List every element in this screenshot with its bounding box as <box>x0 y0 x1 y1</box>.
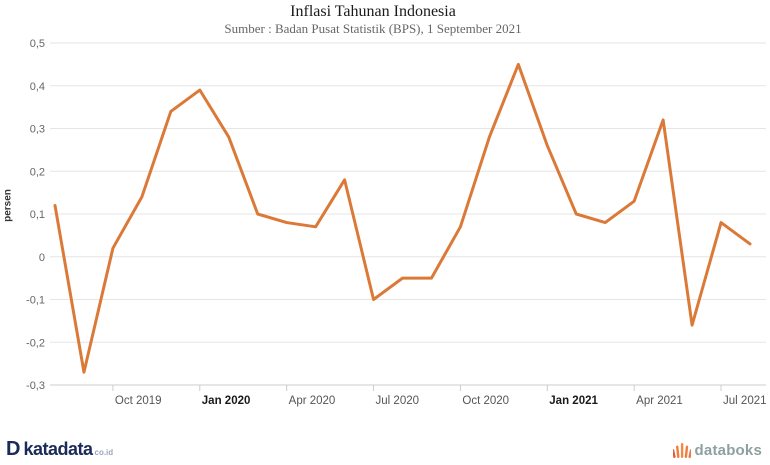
y-tick-label: 0,2 <box>30 166 45 178</box>
x-tick-label: Jan 2021 <box>549 395 598 407</box>
y-tick-label: 0,1 <box>30 209 45 221</box>
y-tick-label: -0,3 <box>26 380 45 392</box>
databoks-logo: databoks <box>672 442 762 459</box>
y-tick-label: 0 <box>39 252 45 264</box>
x-tick-label: Jul 2021 <box>723 395 766 407</box>
katadata-logo-text: katadata <box>23 439 93 459</box>
y-tick-label: 0,4 <box>30 81 45 93</box>
x-tick-label: Oct 2019 <box>115 395 162 407</box>
katadata-d-icon: D <box>6 438 21 460</box>
x-tick-label: Apr 2020 <box>289 395 336 407</box>
inflation-line-series <box>53 62 752 374</box>
x-tick-label: Jul 2020 <box>376 395 419 407</box>
y-tick-label: -0,2 <box>26 337 45 349</box>
chart-title: Inflasi Tahunan Indonesia <box>290 3 456 20</box>
katadata-logo: D katadata co.id <box>6 439 113 460</box>
y-tick-label: 0,3 <box>30 124 45 136</box>
chart-header: Inflasi Tahunan Indonesia Sumber : Badan… <box>0 3 746 36</box>
katadata-logo-suffix: co.id <box>94 448 114 457</box>
x-tick-label: Jan 2020 <box>202 395 251 407</box>
y-tick-label: -0,1 <box>26 295 45 307</box>
footer: D katadata co.id databoks <box>0 433 770 465</box>
databoks-logo-text: databoks <box>694 442 762 459</box>
chart-plot-area: 0,5 0,4 0,3 0,2 0,1 0 -0,1 -0,2 -0,3 Oct 2019 Jan … <box>26 38 766 407</box>
chart-subtitle: Sumber : Badan Pusat Statistik (BPS), 1 … <box>224 21 522 36</box>
x-tick-label: Apr 2021 <box>636 395 683 407</box>
x-tick-label: Oct 2020 <box>462 395 509 407</box>
databoks-bars-icon <box>672 443 691 458</box>
y-tick-label: 0,5 <box>30 38 45 50</box>
